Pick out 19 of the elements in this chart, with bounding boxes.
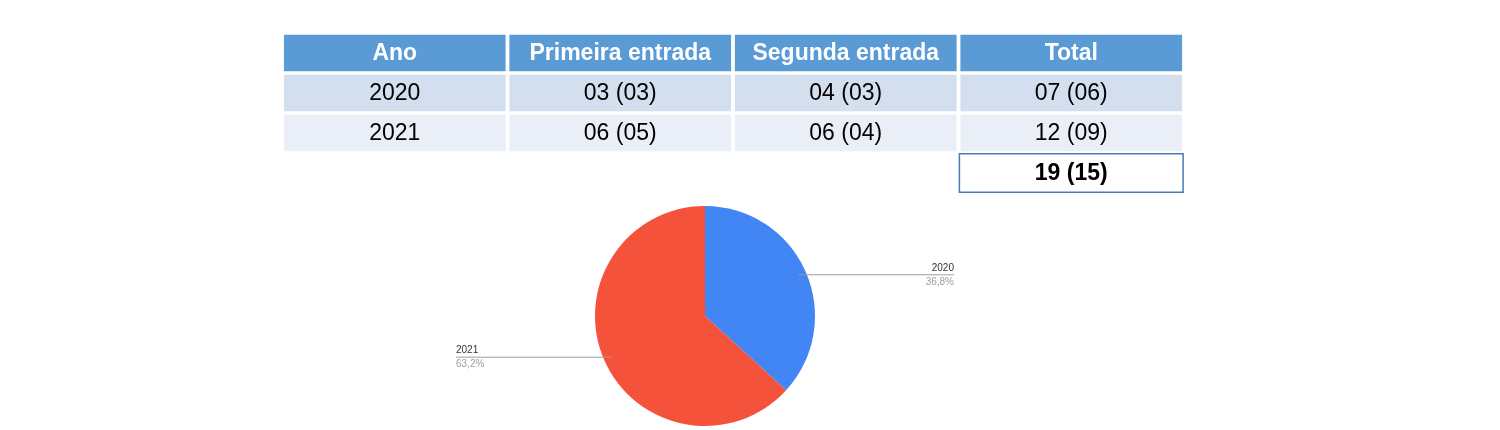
pie-slice [705, 206, 815, 391]
slice-label: 2021 [456, 344, 479, 356]
category-label: Primeira entrada [529, 39, 712, 65]
text: 06 (04) [809, 119, 883, 145]
category-label: Ano [372, 39, 418, 65]
data-label: 63,2% [456, 358, 485, 370]
category-label: Segunda entrada [752, 39, 940, 65]
text: 04 (03) [809, 79, 883, 105]
text: 07 (06) [1034, 79, 1108, 105]
pie-slice [595, 206, 787, 426]
text: 12 (09) [1034, 119, 1108, 145]
category-label: Total [1044, 39, 1098, 65]
text: 2020 [369, 79, 421, 105]
data-label: 36,8% [925, 275, 955, 287]
slice-label: 2020 [931, 261, 955, 273]
text: 19 (15) [1034, 159, 1108, 185]
text: 06 (05) [583, 119, 657, 145]
text: 03 (03) [583, 79, 657, 105]
text: 2021 [369, 119, 421, 145]
